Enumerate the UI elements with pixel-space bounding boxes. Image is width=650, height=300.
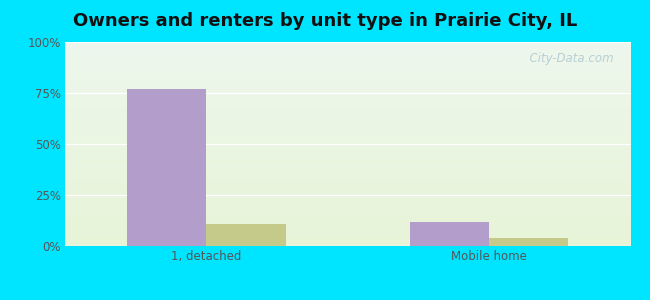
Bar: [489, 238, 568, 246]
Bar: [207, 224, 285, 246]
Legend: Owner occupied units, Renter occupied units: Owner occupied units, Renter occupied un…: [178, 297, 517, 300]
Bar: [127, 89, 207, 246]
Text: Owners and renters by unit type in Prairie City, IL: Owners and renters by unit type in Prair…: [73, 12, 577, 30]
Bar: [410, 221, 489, 246]
Text: City-Data.com: City-Data.com: [522, 52, 614, 65]
